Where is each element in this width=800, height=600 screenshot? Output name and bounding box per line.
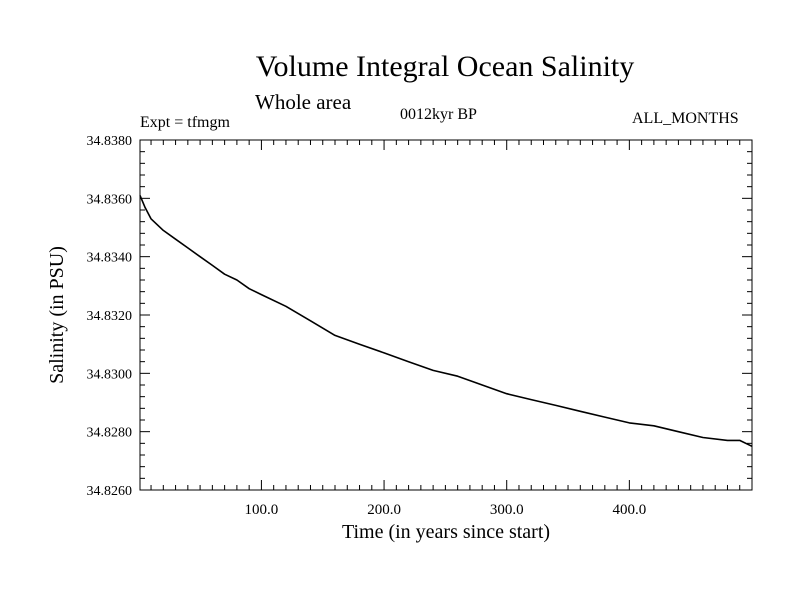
y-tick-label: 34.8300 — [87, 367, 133, 382]
x-axis-label: Time (in years since start) — [342, 521, 550, 543]
experiment-label: Expt = tfmgm — [140, 114, 230, 131]
months-label: ALL_MONTHS — [632, 110, 739, 127]
chart-title: Volume Integral Ocean Salinity — [255, 50, 635, 83]
salinity-line — [139, 195, 753, 448]
y-tick-label: 34.8380 — [87, 134, 133, 149]
x-tick-label: 300.0 — [490, 502, 524, 518]
y-tick-label: 34.8320 — [87, 309, 133, 324]
x-tick-label: 100.0 — [245, 502, 279, 518]
plot-frame — [139, 139, 753, 491]
y-axis-label: Salinity (in PSU) — [46, 246, 68, 384]
y-tick-label: 34.8280 — [87, 426, 133, 441]
y-tick-label: 34.8340 — [87, 251, 133, 266]
chart-subtitle: Whole area — [255, 90, 352, 114]
y-tick-label: 34.8260 — [87, 484, 133, 499]
y-tick-label: 34.8360 — [87, 192, 133, 207]
period-label: 0012kyr BP — [400, 106, 477, 123]
x-tick-label: 400.0 — [612, 502, 646, 518]
x-tick-label: 200.0 — [367, 502, 401, 518]
